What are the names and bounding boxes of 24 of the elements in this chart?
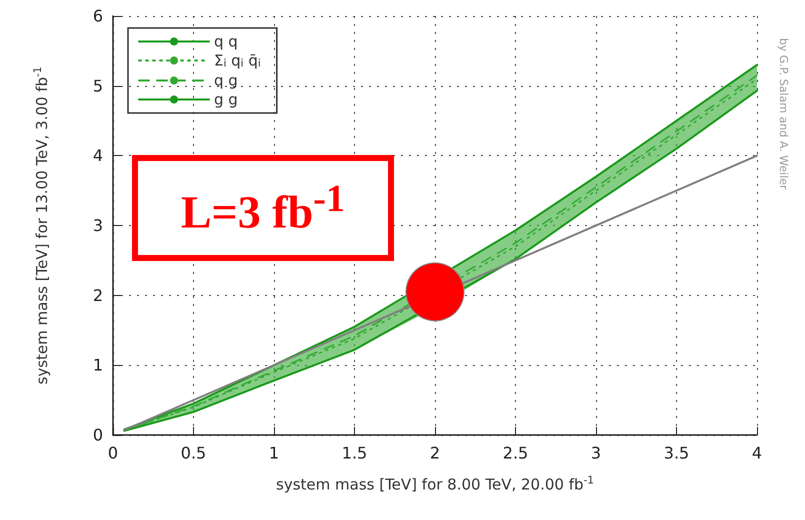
x-tick-label: 3	[590, 444, 602, 462]
y-tick-label: 0	[92, 426, 103, 444]
legend-label: g g	[214, 90, 238, 108]
y-tick-label: 1	[92, 356, 103, 375]
y-tick-label: 2	[92, 286, 103, 305]
x-tick-label: 2	[430, 444, 440, 462]
x-tick-label: 1.5	[342, 444, 368, 462]
x-tick-label: 3.5	[664, 444, 690, 462]
x-tick-label: 0.5	[180, 444, 206, 462]
x-tick-label: 0	[108, 444, 118, 462]
y-tick-label: 5	[92, 76, 103, 96]
legend-label: q q	[214, 32, 238, 50]
y-tick-label: 4	[92, 146, 103, 166]
legend-label: Σi qi q̄i	[214, 52, 261, 70]
text: by G.P. Salam and A. Weiler	[777, 38, 790, 190]
y-axis-title: system mass [TeV] for 13.00 TeV, 3.00 fb-1	[32, 66, 51, 384]
x-tick-label: 4	[752, 444, 762, 462]
annotation: L=3 fb$^{-1}$	[180, 177, 346, 239]
label-frame: L=3 fb$^{-1}$	[132, 155, 394, 261]
x-tick-label: 1	[268, 444, 280, 462]
y-tick-label: 6	[92, 6, 103, 26]
y-tick-label: 3	[92, 216, 103, 235]
legend-label: q g	[214, 72, 238, 90]
x-tick-label: 2.5	[502, 444, 528, 462]
